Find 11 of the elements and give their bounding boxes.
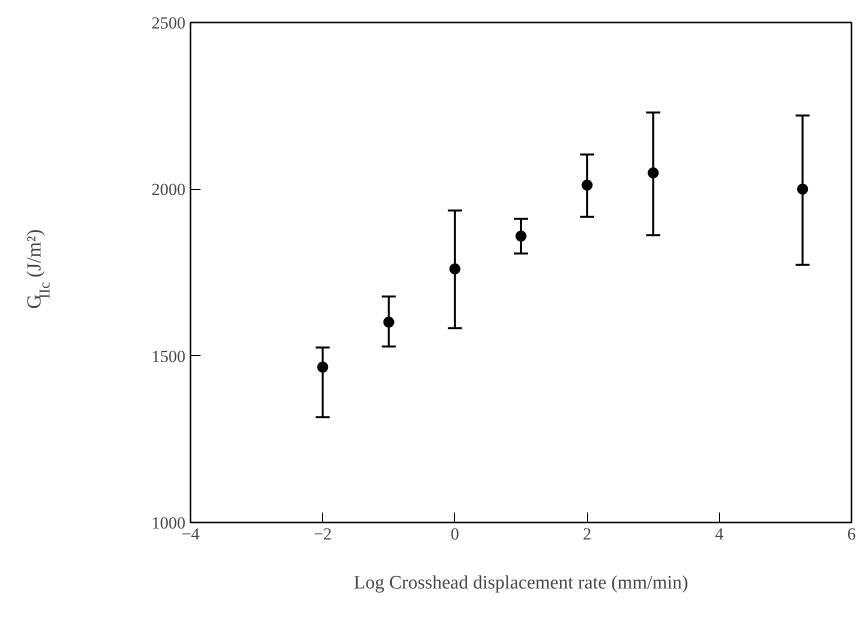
x-axis-title: Log Crosshead displacement rate (mm/min) (354, 572, 688, 594)
y-axis-title: GIIc (J/m²) (24, 229, 54, 309)
y-tick-label: 1000 (152, 514, 186, 532)
x-tick-label: −2 (314, 524, 332, 544)
y-tick-label: 1500 (152, 346, 186, 366)
x-tick-label: 0 (450, 524, 460, 544)
x-tick-label: 6 (847, 524, 856, 544)
y-tick-label: 2000 (152, 180, 186, 200)
y-tick-label: 2500 (152, 14, 186, 32)
x-tick-label: 4 (715, 524, 724, 544)
x-tick-label: 2 (582, 524, 592, 544)
